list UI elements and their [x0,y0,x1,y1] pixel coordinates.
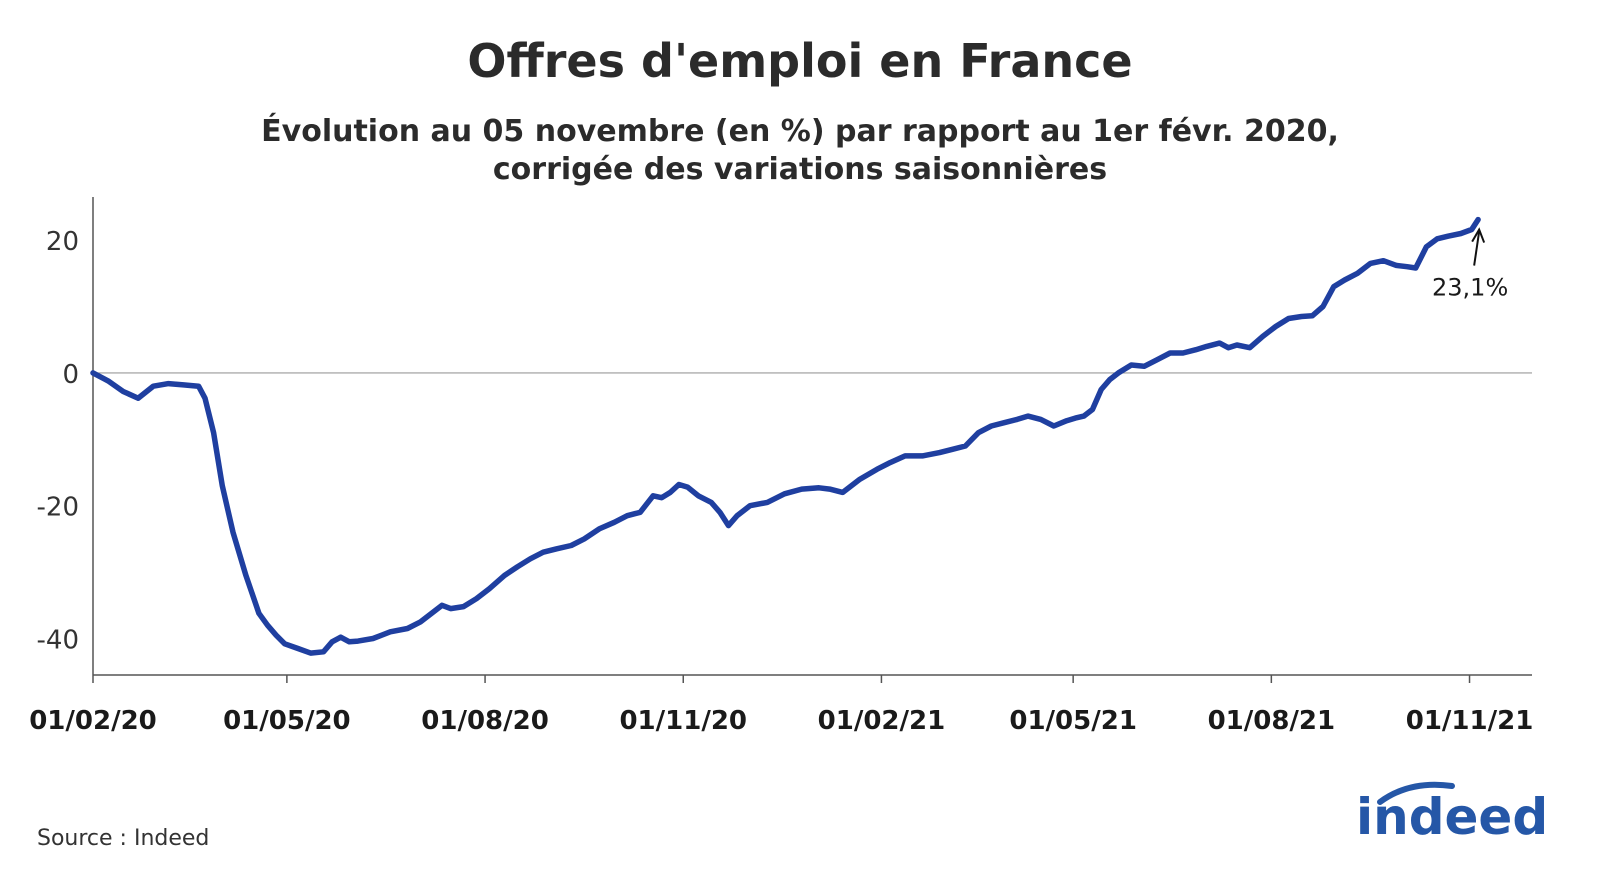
annotation-arrow-shaft [1473,231,1481,266]
x-tick-label: 01/11/20 [619,706,747,736]
x-tick-label: 01/08/20 [421,706,549,736]
x-tick-label: 01/02/20 [29,706,157,736]
y-tick-label: 20 [46,227,79,257]
indeed-logo-wordmark: indeed [1360,788,1548,846]
indeed-logo: indeed [1360,781,1548,846]
annotation-arrow-head [1471,227,1486,243]
annotation-label: 23,1% [1432,274,1508,302]
x-tick-label: 01/05/20 [223,706,351,736]
x-tick-label: 01/11/21 [1406,706,1534,736]
series-line [90,216,1481,656]
x-tick-label: 01/08/21 [1208,706,1336,736]
chart-subtitle-line-1: Évolution au 05 novembre (en %) par rapp… [261,114,1339,149]
chart-subtitle-line-2: corrigée des variations saisonnières [492,152,1108,187]
y-tick-label: -40 [37,625,79,655]
chart-title: Offres d'emploi en France [467,34,1133,88]
source-note: Source : Indeed [37,826,210,851]
x-tick-label: 01/05/21 [1009,706,1137,736]
y-tick-label: 0 [62,360,79,390]
y-tick-label: -20 [37,493,79,523]
x-tick-label: 01/02/21 [818,706,946,736]
